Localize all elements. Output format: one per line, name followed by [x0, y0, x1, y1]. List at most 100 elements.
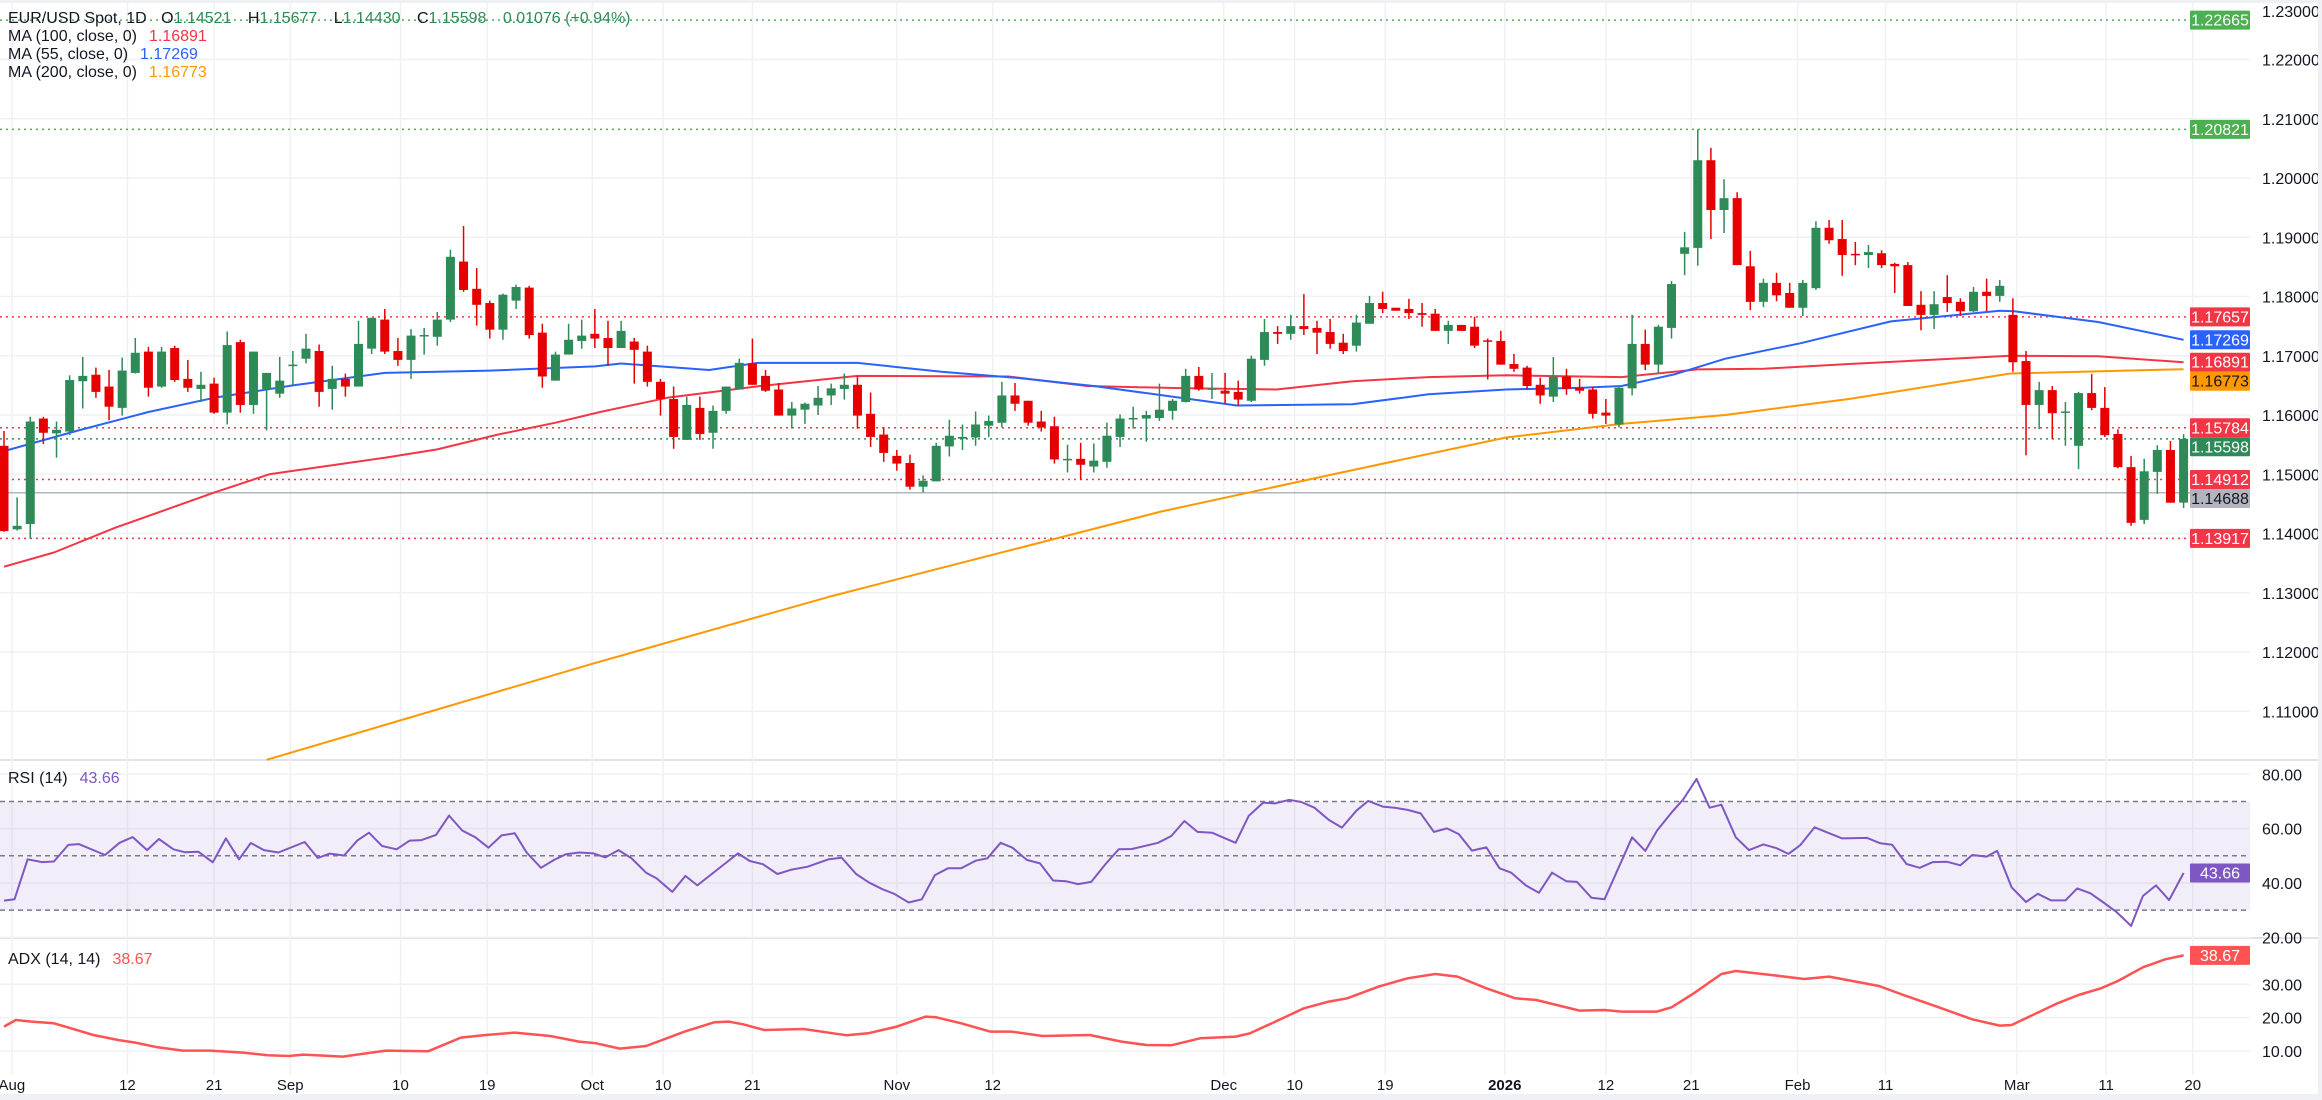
x-axis-tick-label: 10 — [392, 1077, 409, 1094]
candle-down — [1456, 324, 1466, 331]
candle-body — [2100, 407, 2110, 436]
candle-body — [721, 386, 731, 411]
candle-up — [1154, 383, 1164, 421]
candle-down — [2021, 351, 2031, 456]
ma200-legend[interactable]: MA (200, close, 0) 1.16773 — [8, 64, 211, 82]
price-axis-tick-label: 1.14000 — [2262, 527, 2320, 544]
candle-body — [879, 434, 889, 453]
rsi-axis-tick-label: 80.00 — [2262, 767, 2302, 784]
candle-up — [2179, 434, 2189, 509]
candle-body — [1063, 458, 1073, 461]
adx-legend[interactable]: ADX (14, 14) 38.67 — [8, 951, 157, 969]
candle-up — [65, 375, 75, 436]
x-axis-tick-label: 12 — [1598, 1077, 1615, 1094]
x-axis-tick-label: 12 — [984, 1077, 1001, 1094]
candle-body — [419, 335, 429, 337]
candle-down — [485, 300, 495, 339]
candle-up — [957, 424, 967, 450]
candle-down — [642, 345, 652, 387]
candle-body — [340, 378, 350, 387]
price-axis-tick-label: 1.18000 — [2262, 290, 2320, 307]
candle-body — [52, 429, 62, 434]
x-axis-tick-label: Dec — [1210, 1077, 1237, 1094]
candle-body — [1286, 326, 1296, 334]
candle-body — [1207, 388, 1217, 390]
x-axis-tick-label: Feb — [1785, 1077, 1811, 1094]
candle-body — [2008, 314, 2018, 363]
x-axis-tick-label: Sep — [277, 1077, 304, 1094]
candle-body — [800, 403, 810, 410]
candle-down — [2165, 441, 2175, 503]
ma55-legend[interactable]: MA (55, close, 0) 1.17269 — [8, 46, 202, 64]
candle-down — [1772, 272, 1782, 302]
candle-body — [235, 342, 245, 405]
candle-down — [91, 367, 101, 398]
candle-down — [1378, 291, 1388, 314]
candle-down — [603, 320, 613, 366]
candle-down — [1890, 262, 1900, 293]
candle-body — [183, 378, 193, 388]
candle-body — [997, 395, 1007, 423]
candle-body — [1049, 426, 1059, 460]
candle-body — [642, 351, 652, 382]
candle-down — [1601, 399, 1611, 424]
candle-body — [2179, 438, 2189, 503]
candle-body — [130, 352, 140, 373]
candle-down — [2008, 298, 2018, 372]
low-label: L — [333, 10, 343, 27]
price-axis-tick-label: 1.13000 — [2262, 586, 2320, 603]
candle-up — [275, 356, 285, 398]
candle-up — [708, 405, 718, 449]
candle-up — [1693, 129, 1703, 266]
adx-line — [3, 954, 2184, 1058]
candle-up — [971, 411, 981, 446]
candle-up — [787, 401, 797, 429]
candle-up — [2139, 458, 2149, 525]
candle-up — [1969, 287, 1978, 312]
candle-up — [327, 365, 337, 410]
candle-up — [1653, 324, 1663, 374]
candle-up — [25, 416, 35, 539]
candle-body — [1365, 303, 1375, 324]
candle-up — [1128, 406, 1138, 429]
adx-value-badge — [2190, 945, 2250, 965]
candle-body — [1102, 435, 1112, 462]
candle-body — [1942, 297, 1952, 304]
candle-up — [577, 319, 587, 349]
candle-body — [1863, 252, 1873, 256]
candle-up — [826, 383, 836, 405]
price-axis-tick-label: 1.20000 — [2262, 171, 2320, 188]
candle-body — [1076, 458, 1086, 465]
candle-down — [1824, 220, 1834, 244]
candle-body — [1575, 387, 1585, 391]
candle-down — [1023, 400, 1033, 426]
candle-body — [616, 330, 626, 349]
candle-body — [1680, 247, 1690, 254]
candle-up — [1246, 355, 1256, 402]
candle-up — [550, 351, 560, 381]
ma100-value: 1.16891 — [148, 28, 207, 45]
candle-body — [774, 389, 784, 416]
candle-body — [2087, 393, 2097, 408]
ma100-legend[interactable]: MA (100, close, 0) 1.16891 — [8, 28, 211, 46]
candle-body — [1325, 332, 1335, 344]
candle-up — [931, 442, 941, 482]
rsi-legend[interactable]: RSI (14) 43.66 — [8, 770, 124, 788]
candle-body — [314, 351, 324, 392]
candle-body — [0, 445, 9, 532]
candle-body — [301, 348, 311, 359]
candle-down — [1732, 192, 1742, 266]
candle-up — [1719, 179, 1729, 234]
x-axis-tick-label: 2026 — [1488, 1077, 1521, 1094]
adx-axis-tick-label: 30.00 — [2262, 977, 2302, 994]
symbol-title[interactable]: EUR/USD Spot, 1D — [8, 10, 147, 27]
candle-body — [537, 332, 547, 377]
candle-body — [1430, 313, 1440, 331]
candle-body — [2139, 471, 2149, 520]
candle-down — [170, 345, 180, 382]
candle-body — [1456, 324, 1466, 331]
candle-down — [1220, 372, 1230, 404]
price-label-badge — [2190, 418, 2250, 438]
candle-body — [485, 303, 495, 330]
